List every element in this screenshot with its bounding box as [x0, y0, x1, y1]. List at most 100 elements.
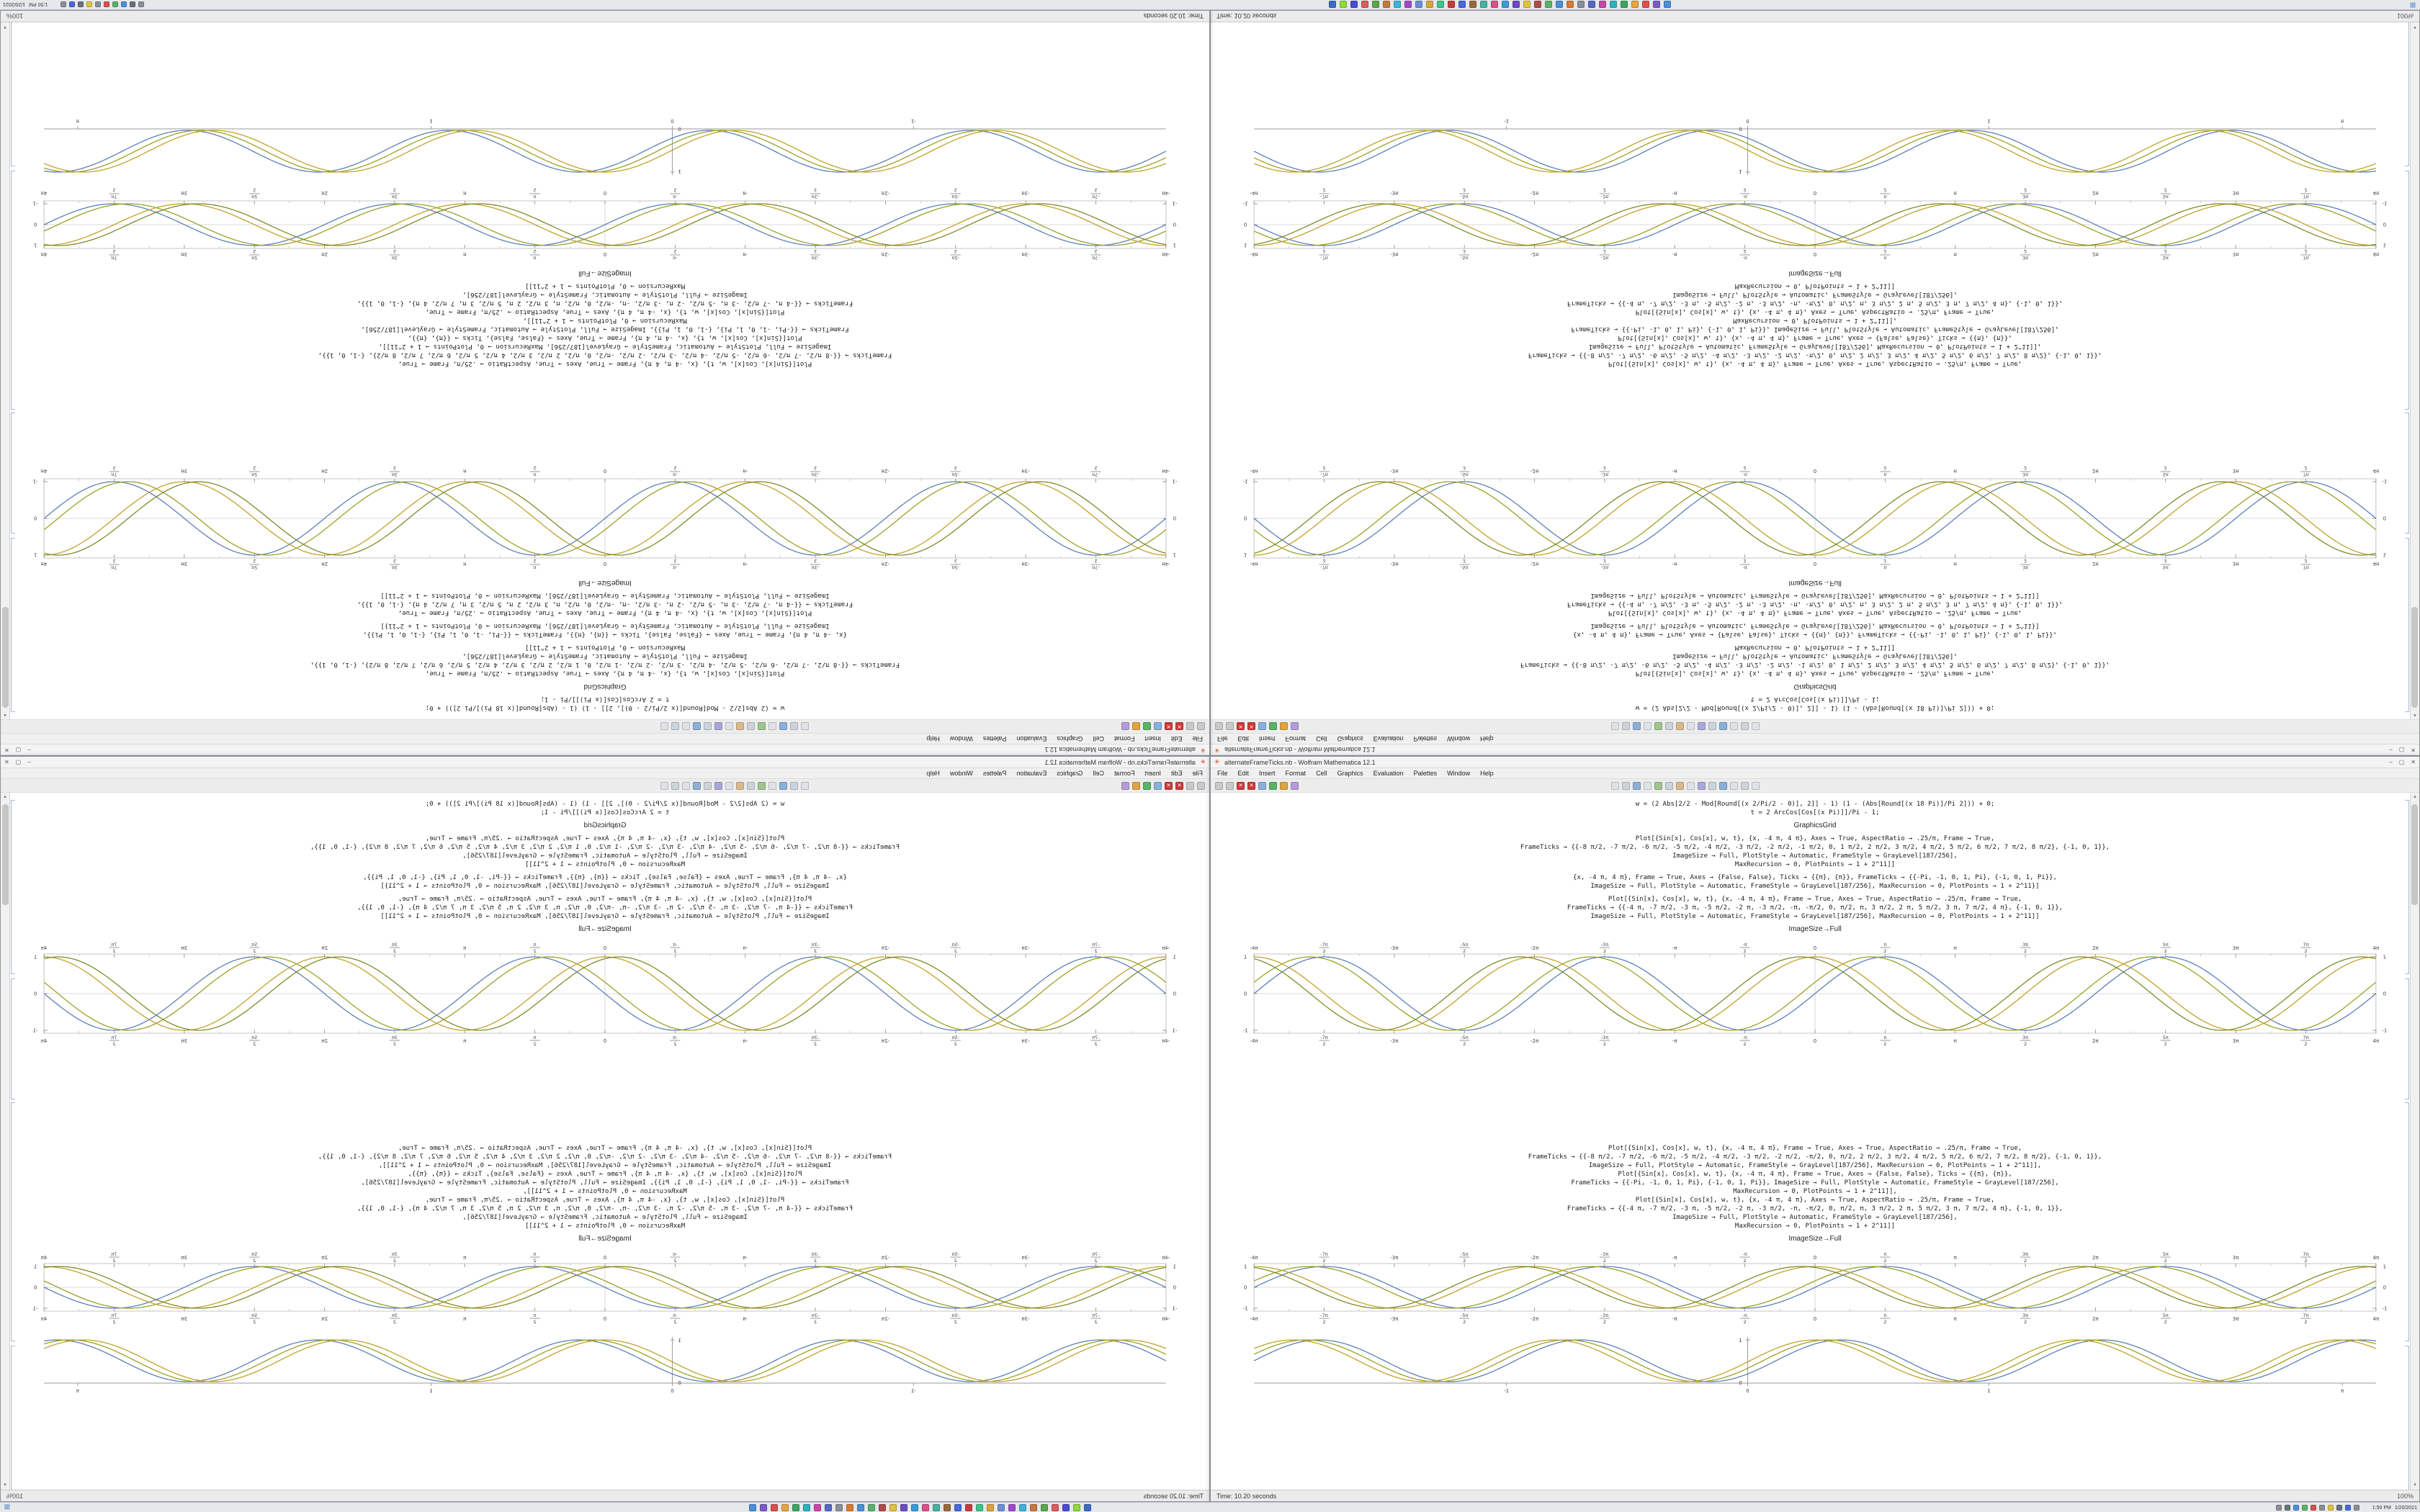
tray-icon-4[interactable]: [2311, 1505, 2316, 1511]
taskbar-app-icon-3[interactable]: [1631, 1, 1639, 8]
toolbar-icon-6[interactable]: [1132, 781, 1140, 790]
menu-item-graphics[interactable]: Graphics: [1337, 770, 1363, 777]
zoom-level[interactable]: 100%: [6, 1492, 24, 1500]
menu-item-edit[interactable]: Edit: [1170, 770, 1183, 777]
code-cell[interactable]: Plot[{Sin[x], Cos[x], w, t}, {x, -4 π, 4…: [25, 591, 1185, 617]
menu-item-palettes[interactable]: Palettes: [982, 735, 1007, 742]
taskbar-app-icon-25[interactable]: [1019, 1504, 1026, 1511]
menu-item-insert[interactable]: Insert: [1259, 735, 1276, 742]
toolbar-icon-b1[interactable]: [1622, 722, 1630, 731]
menu-item-edit[interactable]: Edit: [1170, 735, 1183, 742]
taskbar-app-icon-7[interactable]: [1588, 1, 1595, 8]
taskbar-app-icon-6[interactable]: [1599, 1, 1606, 8]
code-cell[interactable]: Plot[{Sin[x], Cos[x], w, t}, {x, -4 π, 4…: [25, 643, 1185, 678]
toolbar-icon-b4[interactable]: [1654, 781, 1662, 790]
toolbar-icon-b4[interactable]: [758, 781, 766, 790]
toolbar-icon-b8[interactable]: [1698, 722, 1706, 731]
toolbar-icon-6[interactable]: [1132, 722, 1140, 731]
menu-item-help[interactable]: Help: [1480, 735, 1494, 742]
taskbar-app-icon-5[interactable]: [1610, 1, 1617, 8]
toolbar-icon-b3[interactable]: [1644, 781, 1652, 790]
zoom-level[interactable]: 100%: [2396, 1492, 2414, 1500]
minimize-button[interactable]: –: [27, 758, 31, 765]
taskbar-app-icon-2[interactable]: [1642, 1, 1649, 8]
menu-item-help[interactable]: Help: [926, 735, 940, 742]
start-button-icon[interactable]: ⊞: [4, 1503, 11, 1511]
tray-icon-9[interactable]: [2354, 1505, 2360, 1511]
code-cell[interactable]: {x, -4 π, 4 π}, Frame → True, Axes → {Fa…: [25, 873, 1185, 891]
menu-item-graphics[interactable]: Graphics: [1057, 770, 1083, 777]
code-cell[interactable]: Plot[{Sin[x], Cos[x], w, t}, {x, -4 π, 4…: [25, 895, 1185, 921]
toolbar-icon-b13[interactable]: [660, 722, 668, 731]
tray-icon-8[interactable]: [69, 1, 75, 7]
maximize-button[interactable]: ▢: [15, 758, 22, 765]
menu-item-format[interactable]: Format: [1285, 735, 1307, 742]
start-button-icon[interactable]: ⊞: [2409, 1, 2416, 9]
code-cell[interactable]: Plot[{Sin[x], Cos[x], w, t}, {x, -4 π, 4…: [25, 834, 1185, 869]
scroll-up-icon[interactable]: ▴: [2414, 713, 2416, 718]
scrollbar-thumb[interactable]: [2, 607, 9, 708]
vertical-scrollbar[interactable]: ▴ ▾: [2410, 22, 2419, 719]
toolbar-icon-b6[interactable]: [736, 781, 744, 790]
taskbar-app-icon-13[interactable]: [889, 1504, 897, 1511]
close-button[interactable]: ✕: [2411, 747, 2416, 754]
tray-icon-4[interactable]: [104, 1, 109, 7]
menu-item-cell[interactable]: Cell: [1093, 770, 1104, 777]
abort-evaluation-icon[interactable]: ✕: [1247, 781, 1255, 790]
taskbar-app-icon-31[interactable]: [1084, 1504, 1091, 1511]
taskbar-app-icon-12[interactable]: [879, 1504, 886, 1511]
taskbar-app-icon-12[interactable]: [1534, 1, 1541, 8]
toolbar-icon-5[interactable]: [1143, 722, 1151, 731]
menu-item-window[interactable]: Window: [949, 770, 973, 777]
scrollbar-thumb[interactable]: [2, 804, 9, 905]
toolbar-icon-b2[interactable]: [779, 781, 787, 790]
toolbar-icon-b0[interactable]: [1611, 722, 1619, 731]
taskbar-app-icon-0[interactable]: [1664, 1, 1671, 8]
toolbar-icon-b2[interactable]: [1633, 781, 1641, 790]
toolbar-icon-1[interactable]: [1186, 781, 1194, 790]
taskbar-app-icon-11[interactable]: [1545, 1, 1552, 8]
taskbar-app-icon-24[interactable]: [1008, 1504, 1016, 1511]
taskbar-app-icon-23[interactable]: [998, 1504, 1005, 1511]
taskbar-app-icon-31[interactable]: [1329, 1, 1336, 8]
taskbar-app-icon-18[interactable]: [944, 1504, 951, 1511]
toolbar-icon-0[interactable]: [1215, 722, 1223, 731]
taskbar-app-icon-25[interactable]: [1394, 1, 1401, 8]
toolbar-icon-b5[interactable]: [1665, 722, 1673, 731]
menu-item-insert[interactable]: Insert: [1144, 770, 1161, 777]
tray-icon-6[interactable]: [86, 1, 92, 7]
toolbar-icon-b3[interactable]: [768, 722, 776, 731]
code-cell[interactable]: w = (2 Abs[2/2 - Mod[Round[(x 2/Pi/2 - 0…: [25, 800, 1185, 817]
taskbar-app-icon-2[interactable]: [771, 1504, 778, 1511]
toolbar-icon-b11[interactable]: [682, 781, 690, 790]
taskbar-app-icon-30[interactable]: [1073, 1504, 1080, 1511]
taskbar-app-icon-9[interactable]: [1567, 1, 1574, 8]
toolbar-icon-b7[interactable]: [1687, 781, 1695, 790]
menu-item-insert[interactable]: Insert: [1259, 770, 1276, 777]
toolbar-icon-0[interactable]: [1197, 722, 1205, 731]
code-cell[interactable]: w = (2 Abs[2/2 - Mod[Round[(x 2/Pi/2 - 0…: [1235, 800, 2395, 817]
toolbar-icon-b9[interactable]: [704, 781, 712, 790]
taskbar-app-icon-28[interactable]: [1361, 1, 1368, 8]
menu-item-cell[interactable]: Cell: [1093, 735, 1104, 742]
taskbar-app-icon-17[interactable]: [1480, 1, 1487, 8]
code-cell[interactable]: w = (2 Abs[2/2 - Mod[Round[(x 2/Pi/2 - 0…: [1235, 695, 2395, 712]
taskbar-app-icon-14[interactable]: [1512, 1, 1520, 8]
toolbar-icon-1[interactable]: [1226, 781, 1234, 790]
tray-icon-0[interactable]: [138, 1, 144, 7]
taskbar-app-icon-3[interactable]: [781, 1504, 789, 1511]
toolbar-icon-b6[interactable]: [1676, 781, 1684, 790]
maximize-button[interactable]: ▢: [15, 747, 22, 754]
toolbar-icon-b4[interactable]: [1654, 722, 1662, 731]
toolbar-icon-0[interactable]: [1197, 781, 1205, 790]
toolbar-icon-b1[interactable]: [790, 781, 798, 790]
abort-evaluation-icon[interactable]: ✕: [1165, 781, 1173, 790]
code-cell[interactable]: Plot[{Sin[x], Cos[x], w, t}, {x, -4 π, 4…: [1235, 282, 2395, 368]
maximize-button[interactable]: ▢: [2398, 758, 2405, 765]
taskbar-app-icon-15[interactable]: [1502, 1, 1509, 8]
toolbar-icon-b10[interactable]: [1719, 722, 1727, 731]
tray-icon-1[interactable]: [2285, 1505, 2290, 1511]
taskbar-app-icon-19[interactable]: [954, 1504, 962, 1511]
taskbar-app-icon-18[interactable]: [1469, 1, 1476, 8]
menu-item-insert[interactable]: Insert: [1144, 735, 1161, 742]
